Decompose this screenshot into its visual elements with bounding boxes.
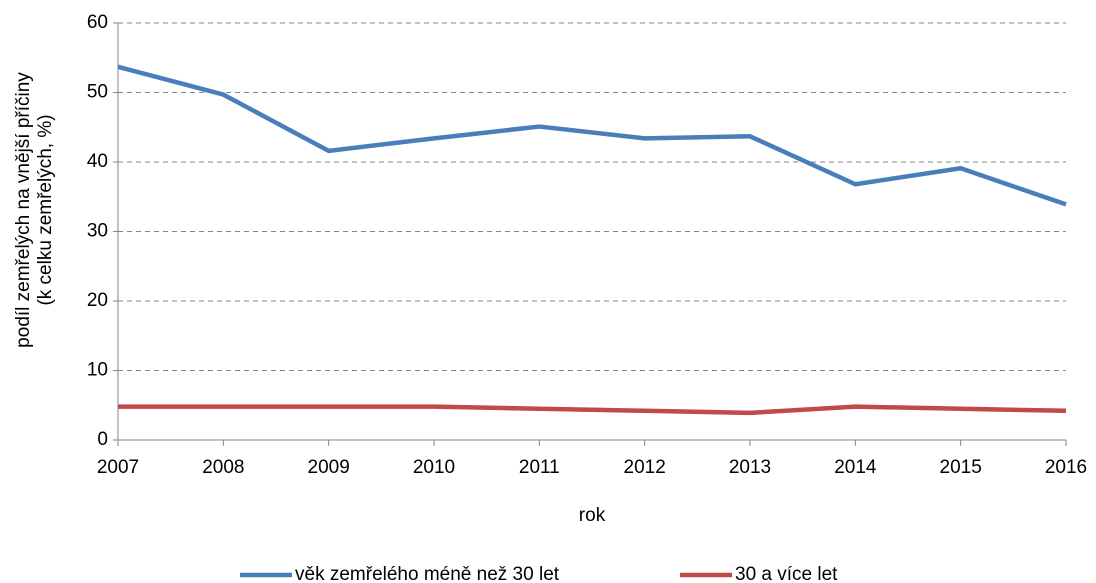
x-tick-label: 2013	[729, 457, 771, 478]
y-tick-label: 50	[87, 82, 108, 103]
x-tick-label: 2012	[624, 457, 666, 478]
x-tick-label: 2007	[97, 457, 139, 478]
y-axis-title: (k celku zemřelých, %)	[35, 114, 56, 305]
legend-label: věk zemřelého méně než 30 let	[295, 564, 560, 583]
x-tick-label: 2009	[308, 457, 350, 478]
series-line	[118, 404, 1067, 416]
series-line	[117, 64, 1067, 207]
y-tick-label: 0	[97, 429, 108, 450]
legend-label: 30 a více let	[735, 564, 838, 583]
y-axis-title: podíl zemřelých na vnější příčiny	[13, 72, 34, 348]
x-tick-label: 2014	[834, 457, 877, 478]
x-tick-label: 2016	[1045, 457, 1087, 478]
x-tick-label: 2008	[202, 457, 244, 478]
y-tick-label: 40	[87, 151, 108, 172]
y-tick-label: 30	[87, 221, 108, 242]
x-tick-label: 2010	[413, 457, 455, 478]
x-tick-label: 2015	[940, 457, 982, 478]
y-tick-label: 60	[87, 12, 108, 33]
y-tick-label: 20	[87, 290, 108, 311]
x-axis-title: rok	[579, 505, 606, 526]
x-tick-label: 2011	[519, 457, 560, 478]
y-tick-label: 10	[87, 360, 108, 381]
